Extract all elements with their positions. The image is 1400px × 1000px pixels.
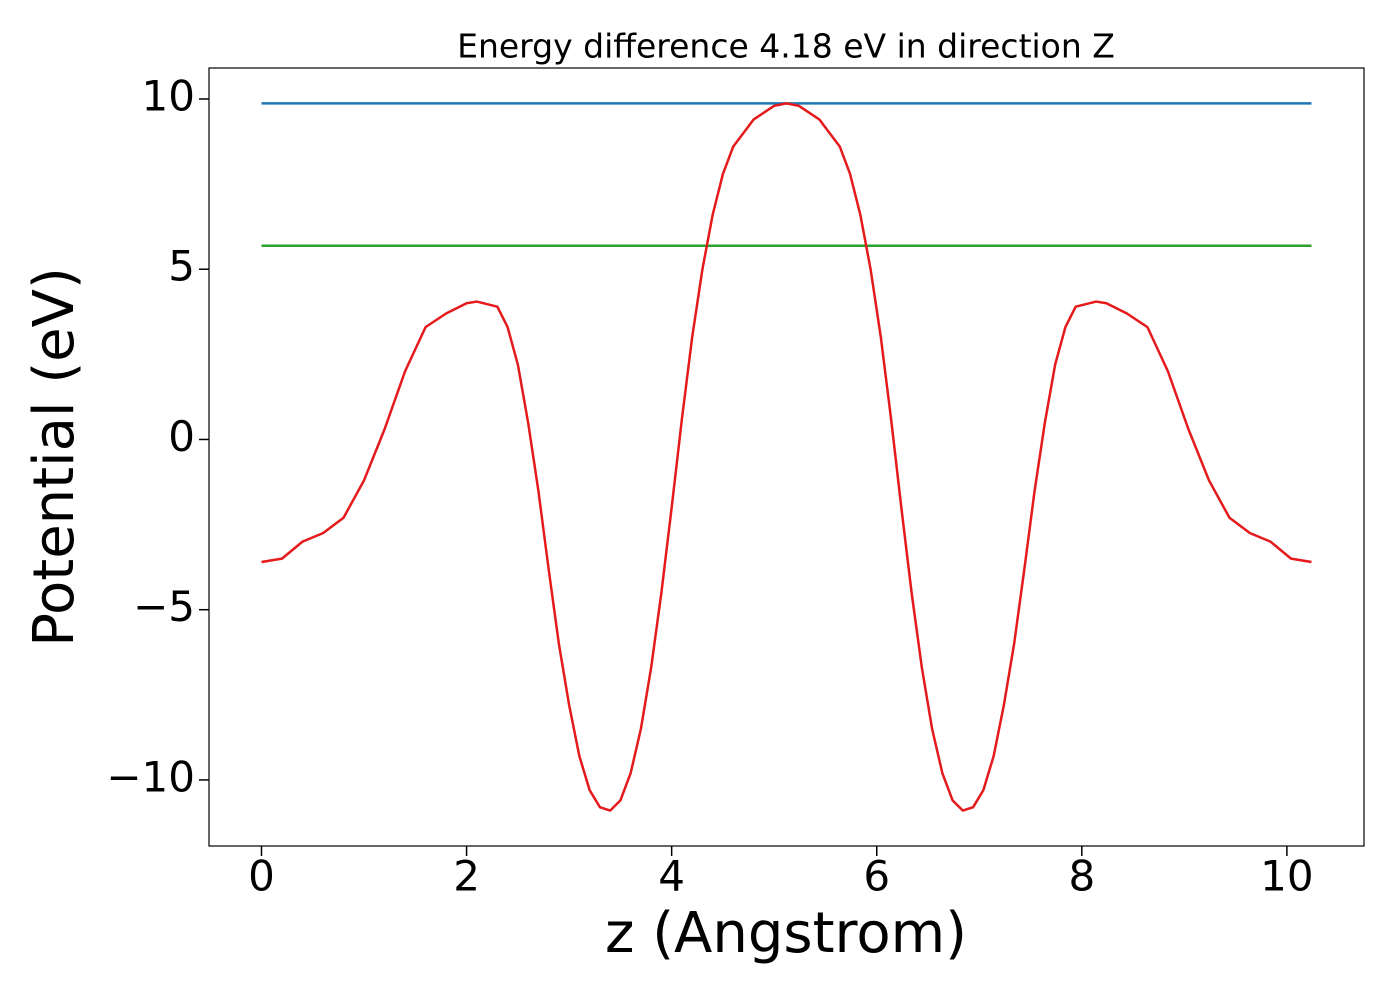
chart-title: Energy difference 4.18 eV in direction Z (457, 27, 1115, 66)
y-axis-label: Potential (eV) (22, 267, 87, 647)
x-tick-label: 10 (1260, 852, 1313, 901)
y-tick-label: 0 (168, 412, 195, 461)
y-tick-label: −5 (133, 582, 195, 631)
x-tick-label: 6 (863, 852, 890, 901)
data-line (261, 102, 1312, 812)
x-axis-label: z (Angstrom) (605, 901, 967, 966)
y-tick-label: −10 (106, 752, 195, 801)
x-tick-label: 8 (1068, 852, 1095, 901)
y-tick-label: 10 (142, 71, 195, 120)
y-tick-label: 5 (168, 242, 195, 291)
x-tick-label: 4 (658, 852, 685, 901)
plot-frame (208, 67, 1365, 847)
x-tick-label: 2 (453, 852, 480, 901)
x-tick-label: 0 (248, 852, 275, 901)
